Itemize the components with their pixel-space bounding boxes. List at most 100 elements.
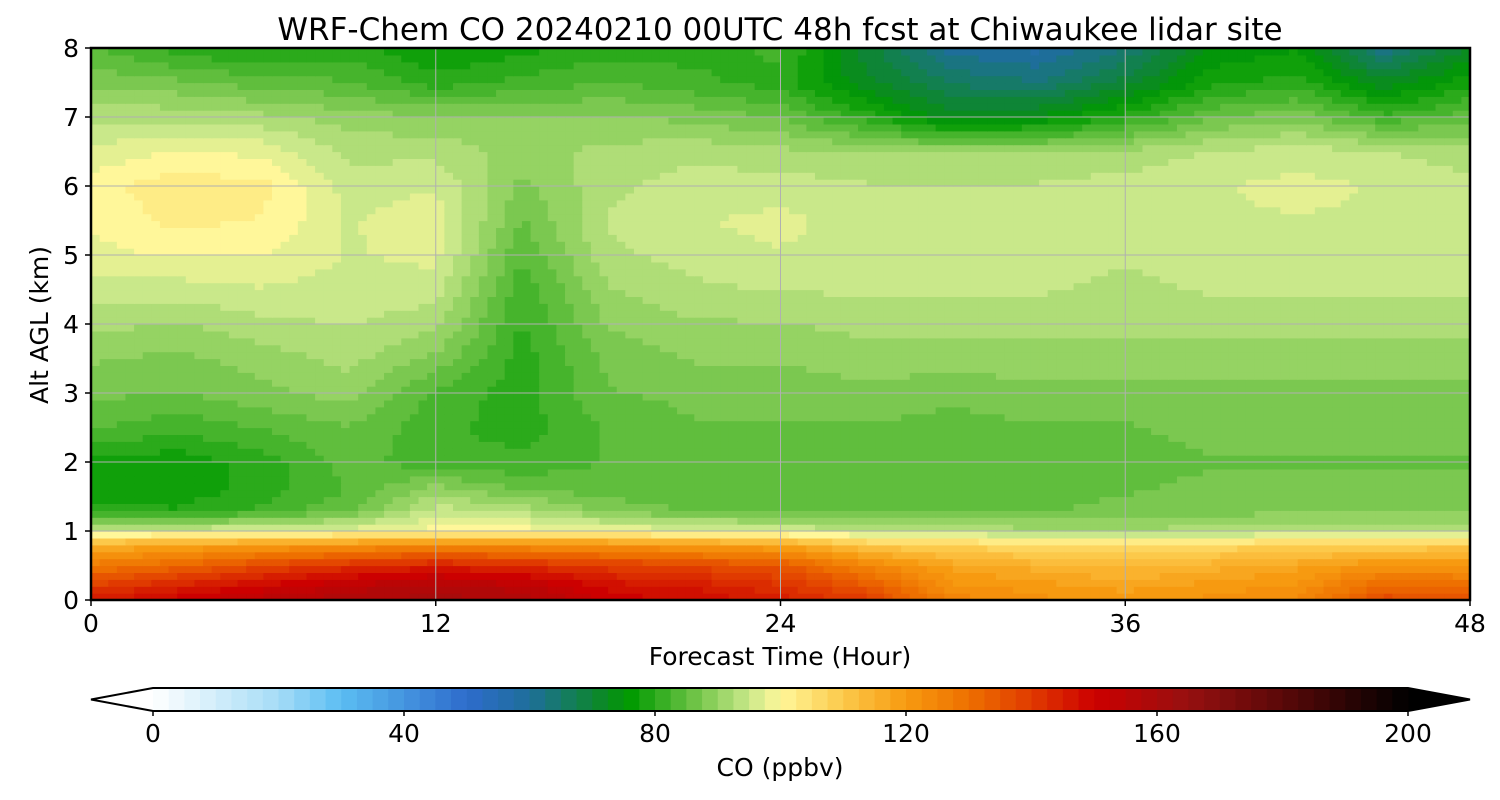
heatmap-cell [1237,393,1247,401]
heatmap-cell [1314,455,1325,463]
heatmap-cell [987,510,997,518]
heatmap-cell [883,427,894,435]
heatmap-cell [806,489,816,498]
heatmap-cell [1383,503,1394,511]
heatmap-cell [177,455,187,463]
heatmap-cell [1116,399,1126,408]
heatmap-cell [1116,393,1126,401]
heatmap-cell [1082,551,1092,560]
heatmap-cell [1228,496,1238,504]
heatmap-cell [1039,434,1049,442]
heatmap-cell [401,379,411,387]
heatmap-cell [401,468,411,477]
heatmap-cell [116,572,127,580]
heatmap-cell [1366,482,1376,491]
heatmap-cell [263,524,273,532]
heatmap-cell [944,420,954,429]
heatmap-cell [177,379,187,387]
heatmap-cell [1297,482,1307,491]
heatmap-cell [1056,427,1066,435]
heatmap-cell [1021,441,1032,449]
heatmap-cell [409,434,420,442]
heatmap-cell [642,413,652,422]
heatmap-cell [1452,565,1462,573]
heatmap-cell [565,593,575,600]
heatmap-cell [194,462,204,470]
heatmap-cell [590,455,601,463]
heatmap-cell [1323,468,1333,477]
heatmap-cell [306,434,316,442]
heatmap-cell [539,468,549,477]
heatmap-cell [409,489,420,498]
heatmap-cell [1452,475,1462,484]
heatmap-cell [728,572,739,580]
heatmap-cell [375,524,385,532]
heatmap-cell [151,503,161,511]
heatmap-cell [513,468,523,477]
heatmap-cell [159,503,170,511]
heatmap-cell [1133,579,1144,587]
heatmap-cell [832,544,842,553]
heatmap-cell [271,413,282,422]
heatmap-cell [297,572,308,580]
heatmap-cell [1220,510,1230,518]
heatmap-cell [1323,572,1333,580]
heatmap-cell [1185,537,1195,546]
heatmap-cell [797,406,807,415]
heatmap-cell [1340,558,1350,567]
heatmap-cell [168,558,178,567]
heatmap-cell [944,399,954,408]
heatmap-cell [668,489,678,498]
heatmap-cell [1323,586,1333,594]
heatmap-cell [91,455,101,463]
heatmap-cell [1099,524,1109,532]
heatmap-cell [159,427,170,435]
heatmap-cell [556,482,566,491]
heatmap-cell [409,586,420,594]
heatmap-cell [306,462,316,470]
heatmap-cell [1030,517,1040,525]
heatmap-cell [797,551,807,560]
heatmap-cell [927,475,937,484]
heatmap-cell [1030,496,1040,504]
heatmap-cell [1426,579,1437,587]
heatmap-cell [332,586,342,594]
heatmap-cell [1056,510,1066,518]
heatmap-cell [952,496,963,504]
heatmap-cell [168,524,178,532]
heatmap-cell [832,579,842,587]
heatmap-cell [271,510,282,518]
heatmap-cell [754,406,764,415]
heatmap-cell [228,448,239,456]
heatmap-cell [616,482,626,491]
heatmap-cell [1237,468,1247,477]
heatmap-cell [1047,413,1057,422]
heatmap-cell [1056,551,1066,560]
heatmap-cell [1202,489,1213,498]
heatmap-cell [1383,531,1394,539]
heatmap-cell [1297,393,1307,401]
heatmap-cell [1228,510,1238,518]
heatmap-cell [582,496,592,504]
heatmap-cell [806,455,816,463]
heatmap-cell [409,593,420,600]
heatmap-cell [1280,386,1290,394]
heatmap-cell [918,551,928,560]
heatmap-cell [297,579,308,587]
heatmap-cell [599,503,609,511]
heatmap-cell [1220,406,1230,415]
heatmap-cell [116,427,127,435]
heatmap-cell [539,420,549,429]
heatmap-cell [220,496,230,504]
heatmap-cell [677,406,687,415]
heatmap-cell [496,524,506,532]
heatmap-cell [1332,510,1342,518]
heatmap-cell [401,496,411,504]
heatmap-cell [134,434,144,442]
heatmap-cell [677,579,687,587]
heatmap-cell [504,544,514,553]
heatmap-cell [1116,524,1126,532]
heatmap-cell [1271,448,1281,456]
heatmap-cell [754,558,764,567]
heatmap-cell [1108,586,1118,594]
